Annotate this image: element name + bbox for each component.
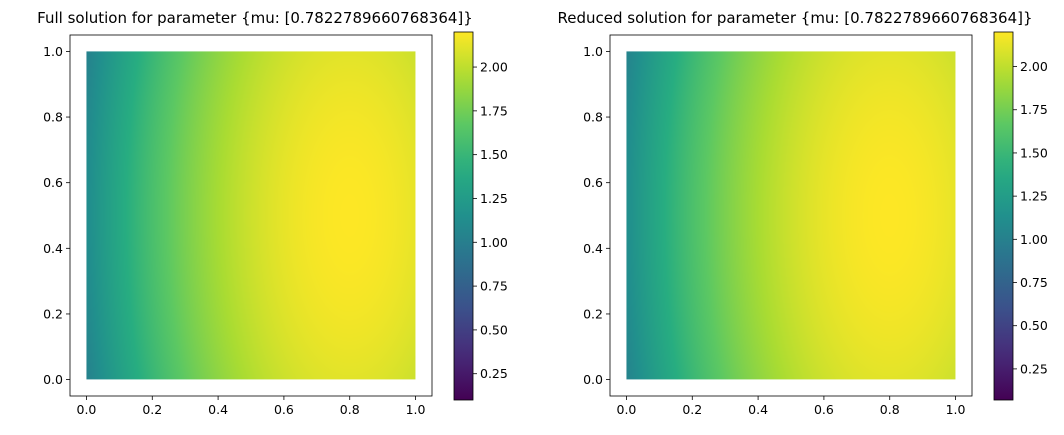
colorbar-gradient xyxy=(454,32,473,400)
y-tick-label: 0.0 xyxy=(583,372,603,387)
colorbar-frame xyxy=(453,31,474,401)
colorbar: 0.25 0.50 0.75 1.00 1.25 1.50 1.75 2.00 xyxy=(993,31,1048,401)
x-tick-label: 0.6 xyxy=(274,402,294,417)
colorbar-tick-label: 0.25 xyxy=(1020,361,1048,376)
x-tick-label: 0.4 xyxy=(748,402,768,417)
y-tick-label: 0.2 xyxy=(583,306,603,321)
y-tick-label: 1.0 xyxy=(43,44,63,59)
x-tick-label: 0.6 xyxy=(814,402,834,417)
colorbar-gradient xyxy=(994,32,1013,400)
colorbar-tick-label: 0.75 xyxy=(1020,275,1048,290)
colorbar-tick-label: 1.75 xyxy=(1020,102,1048,117)
x-tick-label: 0.2 xyxy=(682,402,702,417)
reduced-solution-panel: Reduced solution for parameter {mu: [0.7… xyxy=(557,9,1047,417)
colorbar-tick-label: 2.00 xyxy=(480,60,508,75)
colorbar-tick-label: 0.75 xyxy=(480,279,508,294)
colorbar-tick-label: 1.25 xyxy=(480,191,508,206)
y-tick-label: 0.4 xyxy=(43,241,63,256)
axes-frame xyxy=(69,34,433,397)
x-tick-label: 1.0 xyxy=(946,402,966,417)
x-tick-label: 0.8 xyxy=(880,402,900,417)
colorbar-tick-label: 1.00 xyxy=(480,235,508,250)
y-tick-label: 0.6 xyxy=(43,175,63,190)
x-tick-label: 0.2 xyxy=(142,402,162,417)
plot-axes: 0.0 0.2 0.4 0.6 0.8 1.0 0.0 0.2 0.4 0.6 0.8 1.0 xyxy=(43,34,433,417)
chart-title: Reduced solution for parameter {mu: [0.7… xyxy=(557,9,1032,27)
x-tick-label: 1.0 xyxy=(406,402,426,417)
x-tick-label: 0.8 xyxy=(340,402,360,417)
colorbar-tick-label: 1.75 xyxy=(480,103,508,118)
y-tick-label: 1.0 xyxy=(583,44,603,59)
colorbar-tick-label: 1.50 xyxy=(480,147,508,162)
x-tick-label: 0.4 xyxy=(208,402,228,417)
y-tick-label: 0.2 xyxy=(43,306,63,321)
x-tick-label: 0.0 xyxy=(617,402,637,417)
y-tick-label: 0.4 xyxy=(583,241,603,256)
colorbar-tick-label: 0.50 xyxy=(1020,318,1048,333)
y-tick-label: 0.0 xyxy=(43,372,63,387)
colorbar-tick-label: 1.00 xyxy=(1020,232,1048,247)
y-tick-label: 0.6 xyxy=(583,175,603,190)
colorbar-tick-label: 0.25 xyxy=(480,366,508,381)
chart-title: Full solution for parameter {mu: [0.7822… xyxy=(37,9,473,27)
y-tick-label: 0.8 xyxy=(583,110,603,125)
colorbar: 0.25 0.50 0.75 1.00 1.25 1.50 1.75 2.00 xyxy=(453,31,508,401)
colorbar-tick-label: 2.00 xyxy=(1020,59,1048,74)
colorbar-frame xyxy=(993,31,1014,401)
axes-frame xyxy=(609,34,973,397)
heatmap-field xyxy=(86,51,416,380)
colorbar-tick-label: 1.50 xyxy=(1020,145,1048,160)
colorbar-tick-label: 1.25 xyxy=(1020,189,1048,204)
heatmap-field xyxy=(626,51,956,380)
x-tick-label: 0.0 xyxy=(77,402,97,417)
plot-axes: 0.0 0.2 0.4 0.6 0.8 1.0 0.0 0.2 0.4 0.6 0.8 1.0 xyxy=(583,34,973,417)
colorbar-tick-label: 0.50 xyxy=(480,322,508,337)
full-solution-panel: Full solution for parameter {mu: [0.7822… xyxy=(37,9,508,417)
y-tick-label: 0.8 xyxy=(43,110,63,125)
